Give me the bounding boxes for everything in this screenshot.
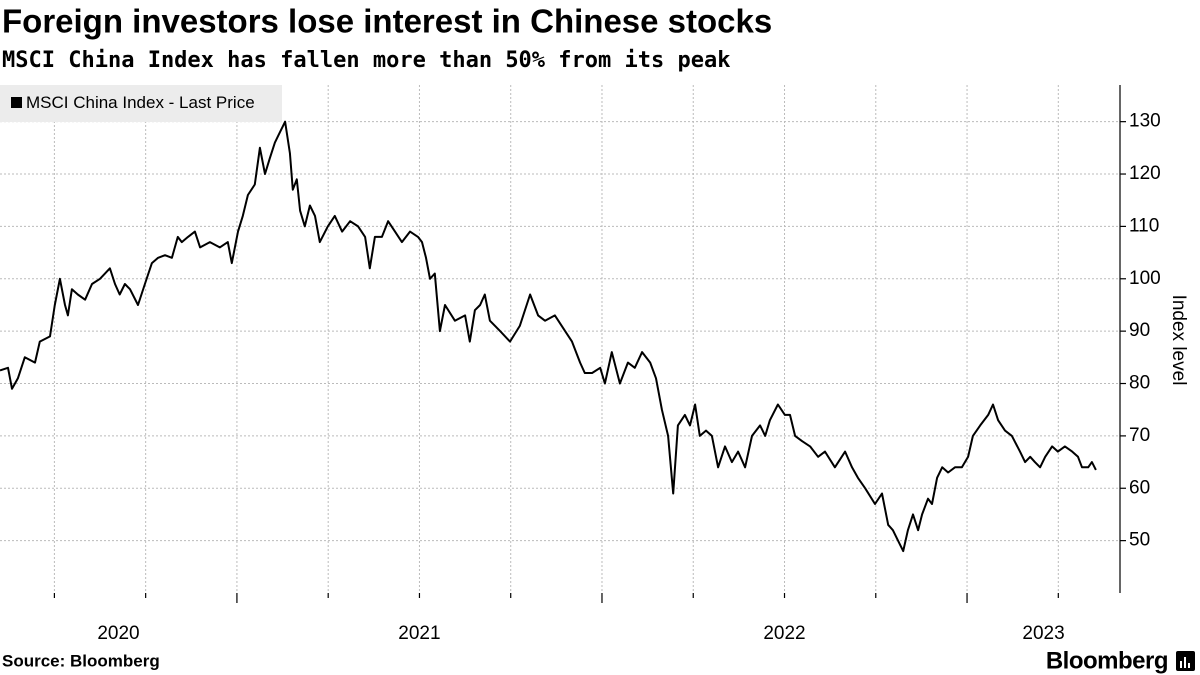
logo-icon [1176, 651, 1195, 671]
x-tick-label: 2021 [398, 623, 440, 644]
y-tick-label: 110 [1129, 215, 1159, 236]
series-line [0, 120, 1097, 553]
y-tick-label: 70 [1129, 425, 1150, 446]
y-tick-label: 130 [1129, 111, 1161, 132]
x-tick-label: 2020 [97, 623, 139, 644]
y-axis-label: Index level [1168, 295, 1189, 386]
y-tick-label: 100 [1129, 268, 1161, 289]
logo: Bloomberg [1046, 647, 1168, 674]
y-tick-label: 60 [1129, 477, 1150, 498]
y-tick-label: 50 [1129, 530, 1150, 551]
chart-title: Foreign investors lose interest in Chine… [2, 3, 772, 40]
y-tick-label: 120 [1129, 163, 1161, 184]
x-tick-label: 2023 [1022, 623, 1064, 644]
legend: MSCI China Index - Last Price [0, 85, 282, 122]
legend-swatch [11, 97, 22, 108]
x-tick-label: 2022 [763, 623, 805, 644]
source-note: Source: Bloomberg [2, 651, 160, 670]
legend-box [0, 85, 282, 122]
y-tick-label: 90 [1129, 320, 1150, 341]
legend-label: MSCI China Index - Last Price [26, 93, 255, 112]
chart-subtitle: MSCI China Index has fallen more than 50… [2, 48, 730, 73]
y-tick-label: 80 [1129, 373, 1150, 394]
